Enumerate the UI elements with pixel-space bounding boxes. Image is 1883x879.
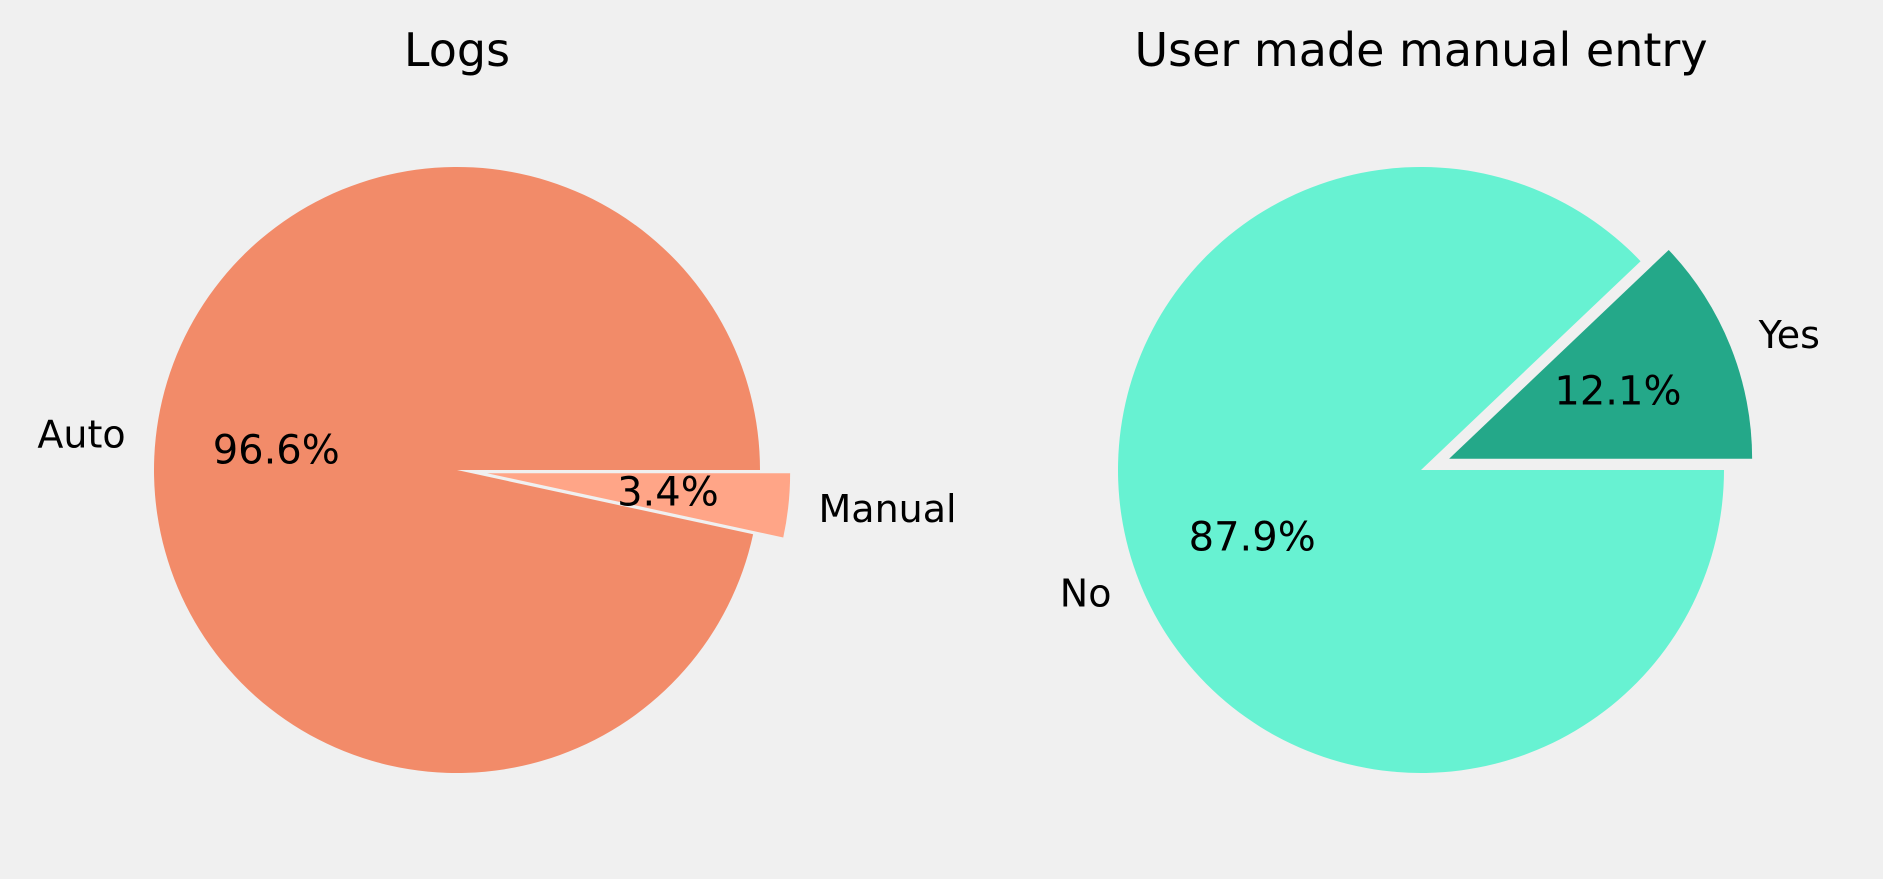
pct-label-manual: 3.4% — [617, 470, 719, 516]
pct-label-no: 87.9% — [1189, 514, 1316, 560]
slice-label-yes: Yes — [1758, 313, 1820, 357]
pie-slice-auto — [154, 166, 760, 773]
slice-label-no: No — [1060, 572, 1112, 616]
pie-chart-manual-entry: 12.1% Yes 87.9% No User made manual entry — [1060, 23, 1820, 773]
pct-label-auto: 96.6% — [213, 428, 340, 474]
pie-chart-logs: 96.6% Auto 3.4% Manual Logs — [37, 23, 957, 773]
pct-label-yes: 12.1% — [1554, 368, 1681, 414]
chart-title-manual-entry: User made manual entry — [1134, 23, 1707, 77]
pie-slice-manual — [487, 473, 791, 538]
pie-slice-yes — [1449, 249, 1753, 459]
slice-label-auto: Auto — [37, 412, 125, 456]
pie-slice-no — [1118, 166, 1724, 773]
slice-label-manual: Manual — [819, 487, 957, 531]
chart-title-logs: Logs — [404, 23, 510, 77]
